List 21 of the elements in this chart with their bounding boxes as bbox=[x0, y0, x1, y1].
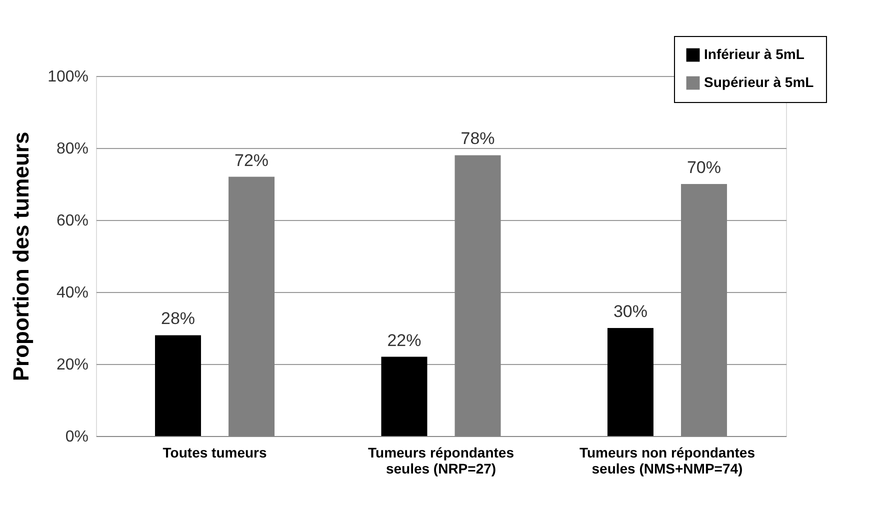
y-tick-label: 40% bbox=[56, 284, 88, 302]
y-tick-label: 100% bbox=[48, 68, 88, 86]
y-tick-label: 20% bbox=[56, 356, 88, 374]
text: 22% bbox=[387, 330, 422, 350]
text: 72% bbox=[234, 150, 269, 170]
text: 78% bbox=[460, 129, 495, 148]
x-tick-label: Tumeurs répondantes seules (NRP=27) bbox=[368, 444, 514, 476]
bar bbox=[607, 328, 654, 436]
text: 70% bbox=[686, 158, 722, 177]
x-tick-label: Toutes tumeurs bbox=[162, 444, 267, 460]
legend-label: Inférieur à 5mL bbox=[704, 46, 805, 62]
legend-label: Supérieur à 5mL bbox=[704, 74, 814, 90]
text: 28% bbox=[160, 309, 196, 328]
y-tick-label: 0% bbox=[65, 428, 88, 446]
bar bbox=[381, 356, 428, 436]
x-tick-label: Tumeurs non répondantes seules (NMS+NMP=74) bbox=[579, 444, 756, 476]
text: 30% bbox=[613, 302, 648, 321]
y-tick-label: 60% bbox=[56, 212, 88, 230]
bar bbox=[155, 335, 202, 436]
y-axis-title: Proportion des tumeurs bbox=[8, 132, 34, 382]
y-tick-label: 80% bbox=[56, 140, 88, 158]
